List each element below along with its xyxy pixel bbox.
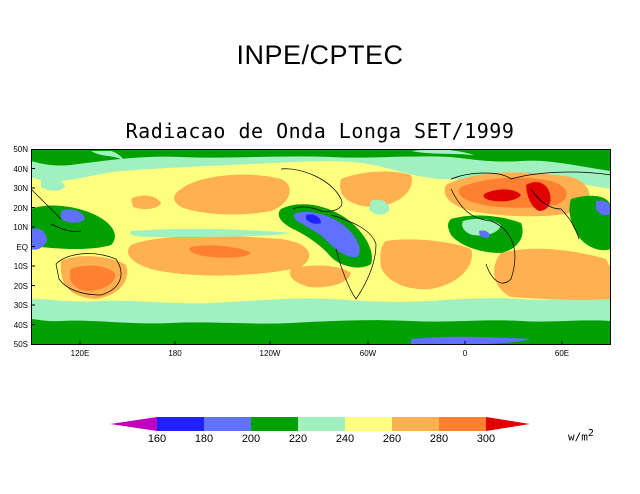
colorbar-units: w/m2	[568, 428, 594, 444]
colorbar-segment	[251, 417, 298, 431]
lat-label: EQ	[16, 243, 28, 252]
lat-label: 50N	[13, 145, 28, 154]
colorbar-label: 200	[241, 433, 261, 445]
contour-240-africa-inner	[462, 218, 501, 236]
lat-label: 20N	[13, 204, 28, 213]
lat-label: 10S	[13, 262, 28, 271]
lat-label: 30S	[13, 301, 28, 310]
contour-200-americas	[293, 211, 360, 258]
contour-180-americas	[306, 214, 321, 224]
colorbar-label: 160	[147, 433, 167, 445]
colorbar-segment	[392, 417, 439, 431]
lon-label: 120W	[259, 349, 281, 358]
colorbar-segment	[157, 417, 204, 431]
colorbar-segment	[204, 417, 251, 431]
contour-260-npac	[174, 174, 290, 215]
contour-260-npac-west	[131, 195, 161, 210]
coastlines	[31, 168, 611, 300]
contour-200-philippines	[61, 209, 85, 223]
contour-260-sindian	[494, 248, 611, 300]
lat-label: 40S	[13, 321, 28, 330]
map-title: Radiacao de Onda Longa SET/1999	[125, 119, 515, 143]
colorbar-label: 300	[476, 433, 496, 445]
units-text: w/m	[568, 430, 588, 444]
contour-240-china	[41, 177, 65, 191]
colorbar-label: 240	[335, 433, 355, 445]
lat-label: 20S	[13, 282, 28, 291]
contour-240-atl-patch	[369, 199, 390, 215]
colorbar-segment	[439, 417, 486, 431]
contour-north-patch	[91, 151, 123, 160]
colorbar-segment	[298, 417, 345, 431]
coast-eurasia	[510, 171, 611, 240]
units-power: 2	[587, 428, 594, 439]
lon-label: 120E	[70, 349, 90, 358]
contour-280-eqpac	[189, 245, 251, 258]
coast-australia	[55, 253, 122, 296]
lat-label: 40N	[13, 165, 28, 174]
contour-200-maritime	[31, 228, 47, 250]
lon-label: 0	[462, 349, 468, 358]
coast-africa	[450, 172, 516, 284]
colorbar-segment	[345, 417, 392, 431]
lat-label: 10N	[13, 223, 28, 232]
lat-label: 30N	[13, 184, 28, 193]
contour-200-asia	[596, 200, 611, 216]
contour-260-sepac	[289, 265, 351, 288]
lon-label: 180	[168, 349, 182, 358]
coast-asia-east	[31, 188, 82, 232]
contour-220-maritime	[31, 205, 115, 249]
lon-label: 60W	[359, 349, 377, 358]
lon-label: 60E	[554, 349, 570, 358]
contour-200-south	[411, 336, 531, 345]
colorbar-label: 220	[288, 433, 308, 445]
contour-240-north	[31, 149, 611, 189]
colorbar-label: 180	[194, 433, 214, 445]
contour-260-satl	[380, 239, 472, 290]
contour-200-africa	[479, 230, 490, 238]
contour-280-australia	[69, 265, 116, 291]
colorbar-segment	[486, 417, 530, 431]
contour-220-south	[31, 319, 611, 345]
lat-label: 50S	[13, 340, 28, 349]
olr-map	[31, 149, 611, 345]
colorbar-label: 260	[382, 433, 402, 445]
contour-240-itcz	[130, 228, 291, 237]
coast-americas	[280, 168, 377, 300]
contour-260-natl	[340, 171, 412, 207]
axis-ticks	[31, 149, 563, 345]
colorbar	[110, 417, 530, 431]
page-title: INPE/CPTEC	[236, 40, 404, 70]
contour-300-sahara	[483, 189, 521, 202]
colorbar-segment	[110, 417, 157, 431]
contour-north-patch	[411, 149, 474, 156]
colorbar-label: 280	[429, 433, 449, 445]
